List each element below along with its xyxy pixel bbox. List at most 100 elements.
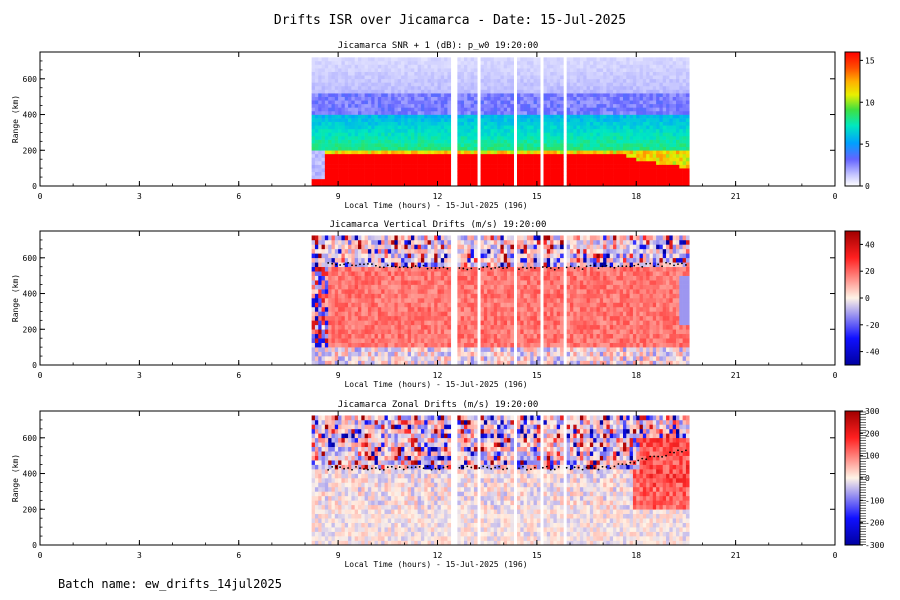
snr-cell bbox=[530, 89, 534, 94]
snr-cell bbox=[493, 150, 498, 155]
snr-cell bbox=[596, 153, 601, 158]
snr-cell bbox=[510, 157, 514, 162]
snr-cell bbox=[526, 160, 531, 165]
vertical-cell bbox=[391, 253, 395, 259]
snr-cell bbox=[543, 171, 548, 176]
snr-cell bbox=[407, 57, 412, 62]
vertical-cell bbox=[377, 338, 382, 343]
snr-cell bbox=[367, 60, 372, 65]
snr-cell bbox=[583, 164, 587, 169]
vertical-cell bbox=[328, 347, 332, 352]
snr-cell bbox=[401, 100, 405, 105]
snr-cell bbox=[586, 153, 591, 158]
snr-cell bbox=[550, 82, 554, 87]
snr-cell bbox=[364, 150, 369, 155]
snr-cell bbox=[341, 71, 346, 76]
snr-cell bbox=[324, 93, 329, 97]
snr-cell bbox=[361, 121, 365, 126]
vertical-cell bbox=[367, 289, 372, 294]
snr-cell bbox=[579, 121, 584, 126]
vertical-cell bbox=[341, 253, 346, 259]
snr-cell bbox=[493, 125, 498, 130]
snr-cell bbox=[490, 125, 495, 130]
snr-cell bbox=[384, 132, 389, 137]
snr-cell bbox=[596, 85, 601, 90]
snr-cell bbox=[626, 103, 630, 108]
snr-cell bbox=[556, 132, 561, 137]
snr-cell bbox=[500, 114, 505, 119]
snr-cell bbox=[493, 85, 498, 90]
vertical-cell bbox=[314, 248, 319, 254]
snr-cell bbox=[533, 110, 538, 115]
snr-cell bbox=[497, 150, 501, 155]
snr-cell bbox=[520, 107, 524, 112]
vertical-cell bbox=[377, 248, 382, 254]
snr-cell bbox=[619, 143, 624, 147]
snr-cell bbox=[682, 146, 687, 151]
snr-cell bbox=[328, 107, 332, 112]
snr-cell bbox=[328, 100, 332, 105]
vertical-cell bbox=[411, 306, 415, 312]
vertical-cell bbox=[361, 329, 365, 335]
snr-cell bbox=[483, 110, 488, 115]
vertical-cell bbox=[387, 324, 392, 330]
vertical-cell bbox=[371, 311, 375, 317]
snr-cell bbox=[599, 139, 604, 144]
snr-cell bbox=[583, 93, 587, 97]
snr-cell bbox=[407, 110, 412, 115]
snr-cell bbox=[487, 57, 491, 62]
snr-cell bbox=[351, 82, 355, 87]
snr-cell bbox=[497, 146, 501, 151]
vertical-cell bbox=[321, 253, 326, 259]
vertical-cell bbox=[311, 257, 316, 263]
snr-cell bbox=[546, 157, 551, 162]
snr-cell bbox=[483, 118, 488, 122]
snr-cell bbox=[324, 71, 329, 76]
snr-cell bbox=[639, 93, 644, 97]
vertical-cell bbox=[397, 351, 402, 357]
snr-cell bbox=[649, 89, 654, 94]
vertical-cell bbox=[338, 275, 342, 281]
vertical-cell bbox=[321, 271, 326, 276]
snr-cell bbox=[546, 175, 551, 180]
snr-cell bbox=[464, 171, 468, 176]
snr-cell bbox=[672, 85, 677, 90]
snr-cell bbox=[606, 75, 611, 80]
snr-cell bbox=[367, 128, 372, 133]
snr-cell bbox=[404, 71, 408, 76]
snr-cell bbox=[566, 68, 571, 72]
vertical-cell bbox=[391, 360, 395, 366]
snr-cell bbox=[510, 96, 514, 101]
snr-cell bbox=[672, 171, 677, 176]
snr-cell bbox=[656, 168, 660, 173]
snr-cell bbox=[417, 96, 422, 101]
vertical-cell bbox=[411, 311, 415, 317]
snr-cell bbox=[576, 153, 581, 158]
vertical-cell bbox=[401, 293, 405, 299]
vertical-cell bbox=[358, 306, 362, 312]
vertical-cell bbox=[314, 280, 319, 285]
vertical-cell bbox=[338, 306, 342, 312]
vertical-cell bbox=[394, 284, 399, 290]
snr-cell bbox=[642, 96, 647, 101]
snr-cell bbox=[467, 178, 471, 183]
vertical-cell bbox=[387, 293, 392, 299]
snr-cell bbox=[391, 82, 395, 87]
snr-cell bbox=[404, 107, 408, 112]
snr-cell bbox=[599, 85, 604, 90]
vertical-cell bbox=[367, 235, 372, 241]
snr-cell bbox=[520, 132, 524, 137]
vertical-cell bbox=[387, 302, 392, 308]
snr-cell bbox=[407, 150, 412, 155]
snr-cell bbox=[334, 82, 339, 87]
snr-cell bbox=[391, 178, 395, 183]
snr-cell bbox=[444, 175, 448, 180]
snr-cell bbox=[483, 89, 488, 94]
snr-cell bbox=[430, 125, 435, 130]
vertical-cell bbox=[411, 342, 415, 348]
snr-cell bbox=[593, 157, 597, 162]
snr-cell bbox=[437, 128, 442, 133]
snr-cell bbox=[533, 82, 538, 87]
snr-cell bbox=[338, 132, 342, 137]
snr-cell bbox=[371, 107, 375, 112]
